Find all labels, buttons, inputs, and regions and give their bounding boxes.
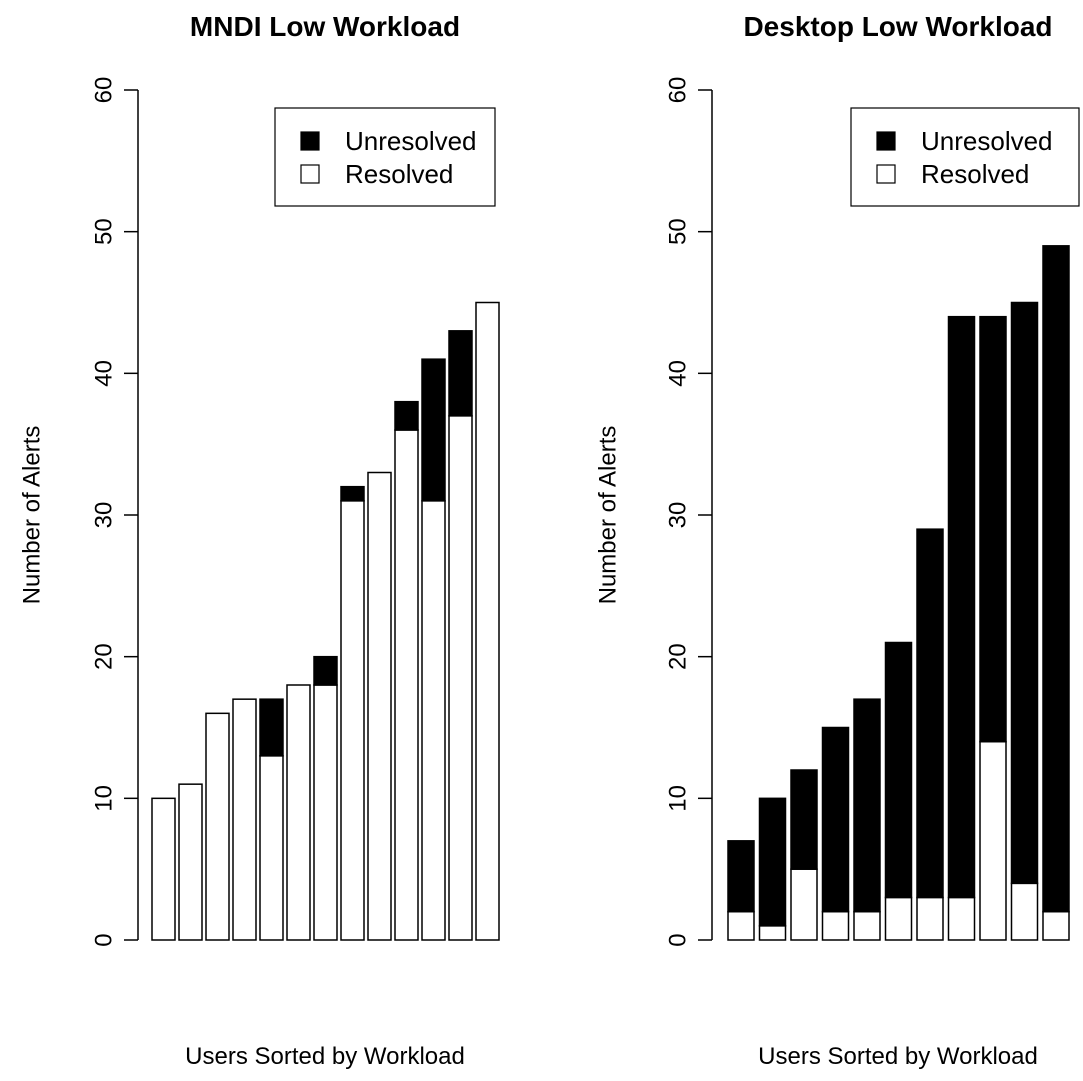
panel1-bar-resolved-13	[475, 301, 500, 941]
panel1-legend-swatch-unresolved	[300, 131, 320, 151]
panel1-bar-resolved-9	[367, 471, 392, 941]
panel1-bar-resolved-3	[205, 712, 230, 941]
panel1-bar-unresolved-10	[394, 400, 419, 431]
panel2-legend-label-resolved: Resolved	[921, 159, 1029, 189]
panel2-bar-resolved-3	[790, 868, 818, 941]
panel1-bar-unresolved-11	[421, 358, 446, 502]
panel1-y-tick-label: 50	[91, 218, 118, 245]
panel2-bar-resolved-2	[758, 925, 787, 941]
panel2-bar-unresolved-4	[821, 726, 850, 913]
panel2-bar-resolved-1	[727, 910, 755, 941]
panel1-bar-resolved-7	[313, 684, 338, 941]
panel2-bar-unresolved-3	[790, 769, 818, 870]
panel2-bar-unresolved-8	[947, 315, 976, 899]
panel1-title: MNDI Low Workload	[190, 11, 460, 42]
panel1-legend-swatch-resolved	[300, 164, 320, 184]
panel2-title: Desktop Low Workload	[743, 11, 1052, 42]
panel1-bar-resolved-1	[151, 797, 176, 941]
panel1-bar-resolved-4	[232, 698, 257, 941]
panel1-bar-unresolved-8	[340, 485, 365, 502]
panel1-y-tick-label: 0	[91, 933, 118, 946]
panel1-y-tick-label: 40	[91, 360, 118, 387]
panel2-bar-resolved-4	[821, 910, 850, 941]
panel1-bar-resolved-8	[340, 500, 365, 941]
panel2-x-axis-label: Users Sorted by Workload	[758, 1043, 1038, 1070]
panel1-bar-unresolved-12	[448, 330, 473, 417]
panel1-bar-resolved-6	[286, 684, 311, 941]
panel1-y-tick-label: 30	[91, 502, 118, 529]
panel2-legend-swatch-resolved	[876, 164, 896, 184]
panel2-bar-unresolved-7	[916, 528, 944, 899]
panel1-y-tick-label: 10	[91, 785, 118, 812]
panel2-y-axis-label: Number of Alerts	[595, 426, 622, 605]
panel1-legend-label-resolved: Resolved	[345, 159, 453, 189]
panel2-bar-unresolved-5	[853, 698, 881, 913]
panel2-y-tick-label: 20	[665, 643, 692, 670]
panel2-bar-resolved-9	[979, 740, 1007, 941]
panel1-legend-label-unresolved: Unresolved	[345, 126, 477, 156]
panel2-bar-resolved-8	[947, 896, 976, 941]
panel1-bar-resolved-2	[178, 783, 203, 941]
panel2-bar-resolved-11	[1042, 910, 1070, 941]
panel2-y-tick-label: 30	[665, 502, 692, 529]
panel2-y-tick-label: 40	[665, 360, 692, 387]
panel2-bar-unresolved-9	[979, 315, 1007, 743]
panel2-bar-resolved-7	[916, 896, 944, 941]
panel1-y-tick-label: 60	[91, 77, 118, 104]
panel1-bar-resolved-11	[421, 500, 446, 941]
panel1-bar-unresolved-5	[259, 698, 284, 757]
panel2-bar-unresolved-10	[1010, 301, 1039, 885]
panel1-bar-resolved-12	[448, 415, 473, 941]
panel2-bar-unresolved-11	[1042, 245, 1070, 913]
panel2-y-tick-label: 50	[665, 218, 692, 245]
panel1-bar-unresolved-7	[313, 655, 338, 686]
panel1-bar-resolved-10	[394, 429, 419, 941]
panel2-bar-resolved-6	[884, 896, 913, 941]
panel2-bar-resolved-10	[1010, 882, 1039, 941]
panel2-y-tick-label: 0	[665, 933, 692, 946]
panel1-legend	[274, 107, 496, 207]
panel2-bar-unresolved-2	[758, 797, 787, 927]
panel2-bar-resolved-5	[853, 910, 881, 941]
panel1-y-tick-label: 20	[91, 643, 118, 670]
panel2-bar-unresolved-6	[884, 641, 913, 899]
panel1-x-axis-label: Users Sorted by Workload	[185, 1043, 465, 1070]
panel2-bar-unresolved-1	[727, 840, 755, 913]
panel2-legend	[850, 107, 1080, 207]
panel2-y-tick-label: 10	[665, 785, 692, 812]
panel1-y-axis-label: Number of Alerts	[19, 426, 46, 605]
panel2-legend-label-unresolved: Unresolved	[921, 126, 1053, 156]
panel2-y-tick-label: 60	[665, 77, 692, 104]
panel1-bar-resolved-5	[259, 755, 284, 941]
panel2-legend-swatch-unresolved	[876, 131, 896, 151]
